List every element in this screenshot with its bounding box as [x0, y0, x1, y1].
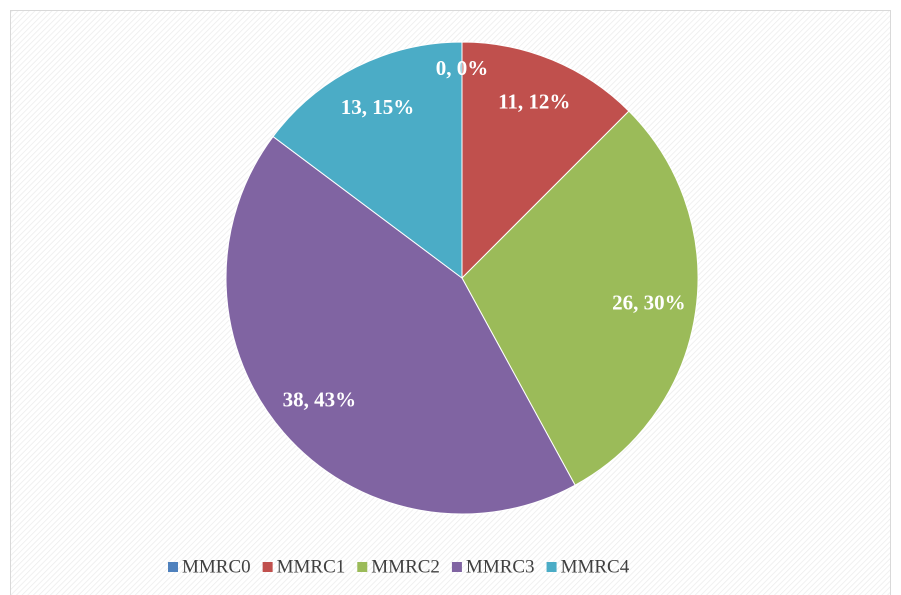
pie-slice — [225, 135, 576, 515]
legend-marker — [451, 562, 462, 572]
legend-label: MMRC3 — [466, 556, 535, 577]
legend-marker — [357, 562, 368, 572]
pie-slice — [461, 110, 699, 486]
data-label: 0, 0% — [436, 56, 489, 80]
data-label: 13, 15% — [341, 95, 415, 119]
data-label: 11, 12% — [498, 89, 570, 113]
legend-label: MMRC4 — [561, 556, 630, 577]
legend-marker — [262, 562, 273, 572]
legend-label: MMRC1 — [277, 556, 346, 577]
legend-label: MMRC2 — [371, 556, 440, 577]
data-label: 38, 43% — [283, 387, 357, 411]
legend-marker — [546, 562, 557, 572]
legend-label: MMRC0 — [182, 556, 251, 577]
pie-slice — [461, 41, 630, 280]
data-label: 26, 30% — [612, 291, 686, 315]
legend-marker — [168, 562, 178, 572]
pie-slice — [272, 41, 463, 279]
